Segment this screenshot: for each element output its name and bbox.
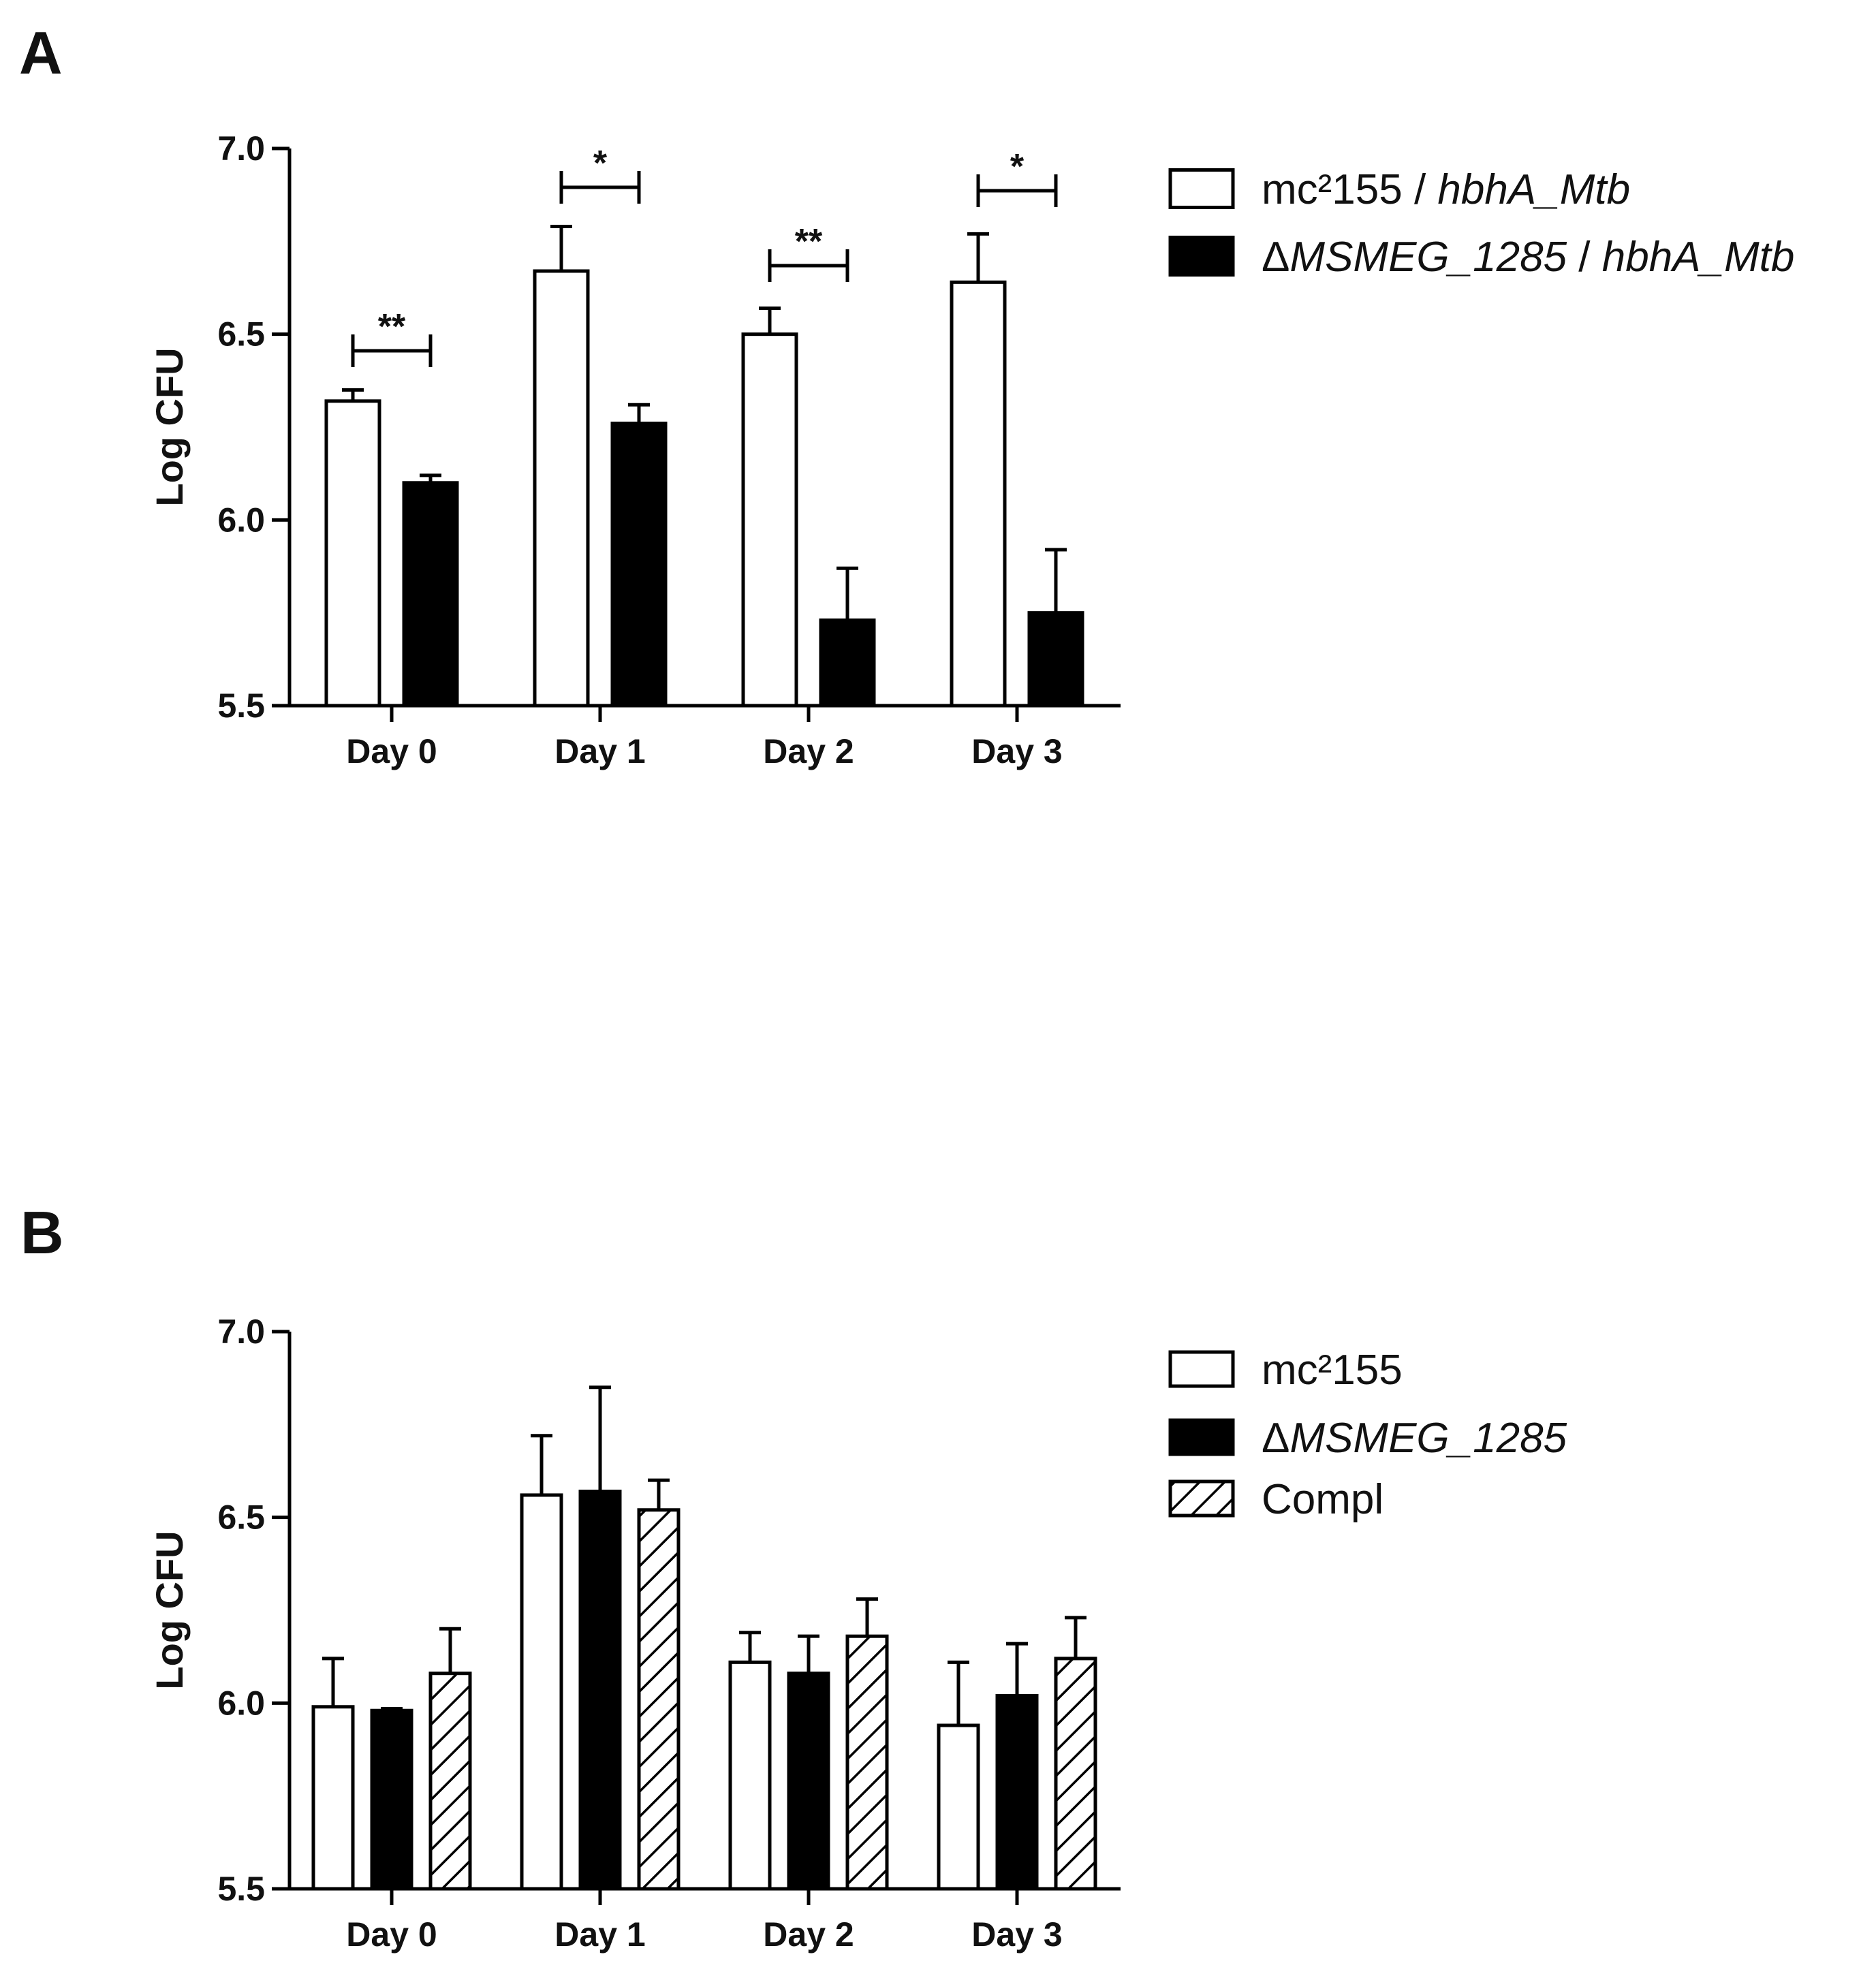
bar [1027, 611, 1084, 708]
legend-label: mc²155 [1262, 1347, 1403, 1394]
panel-letter-b: B [20, 1199, 64, 1266]
bar [637, 1508, 681, 1891]
y-tick-label: 5.5 [217, 1870, 265, 1908]
bar [995, 1693, 1039, 1891]
legend-swatch [1168, 1479, 1235, 1518]
y-axis-title: Log CFU [148, 1531, 191, 1689]
legend-swatch [1168, 236, 1235, 277]
legend-label: mc²155 / hbhA_Mtb [1262, 166, 1630, 213]
bar [610, 422, 668, 708]
legend-swatch [1168, 1418, 1235, 1456]
y-tick-label: 6.0 [217, 1684, 265, 1722]
y-tick-label: 6.5 [217, 1499, 265, 1537]
bar [950, 280, 1007, 708]
bar [578, 1489, 622, 1891]
bar [324, 399, 381, 708]
x-tick-label: Day 0 [346, 732, 437, 770]
bar [787, 1672, 830, 1891]
significance-label: * [1010, 147, 1025, 187]
significance-label: ** [795, 222, 823, 262]
bar [845, 1634, 889, 1891]
bar [428, 1672, 472, 1891]
x-tick-label: Day 1 [554, 732, 645, 770]
y-tick-label: 6.5 [217, 315, 265, 354]
panel-letter-a: A [19, 19, 63, 87]
y-tick-label: 7.0 [217, 129, 265, 168]
y-tick-label: 7.0 [217, 1313, 265, 1351]
x-tick-label: Day 2 [763, 732, 854, 770]
x-tick-label: Day 1 [554, 1915, 645, 1954]
x-tick-label: Day 3 [971, 732, 1062, 770]
bar [520, 1493, 563, 1891]
bar [819, 618, 876, 708]
legend-label: ΔMSMEG_1285 / hbhA_Mtb [1262, 234, 1794, 281]
bar [1054, 1657, 1097, 1891]
y-tick-label: 5.5 [217, 687, 265, 725]
bar [937, 1723, 980, 1891]
legend-swatch [1168, 168, 1235, 209]
legend-swatch [1168, 1350, 1235, 1388]
bar [533, 269, 590, 708]
legend-label: Compl [1262, 1476, 1383, 1523]
bar [370, 1708, 413, 1891]
chart-panel-b: 5.5 6.0 6.5 7.0 Log CFU Day 0 Day 1 Day 2 Day 3 m… [148, 1313, 1567, 1954]
bar [311, 1705, 355, 1891]
bar [741, 332, 798, 708]
y-tick-label: 6.0 [217, 501, 265, 539]
significance-label: * [593, 144, 608, 183]
chart-panel-a: 5.5 6.0 6.5 7.0 Log CFU Day 0 ** Day 1 * Day 2 ** D… [148, 129, 1794, 770]
x-tick-label: Day 0 [346, 1915, 437, 1954]
bar [728, 1660, 772, 1891]
bar [402, 481, 459, 708]
y-axis-title: Log CFU [148, 347, 191, 506]
legend-label: ΔMSMEG_1285 [1262, 1415, 1567, 1462]
x-tick-label: Day 3 [971, 1915, 1062, 1954]
x-tick-label: Day 2 [763, 1915, 854, 1954]
significance-label: ** [378, 307, 406, 347]
